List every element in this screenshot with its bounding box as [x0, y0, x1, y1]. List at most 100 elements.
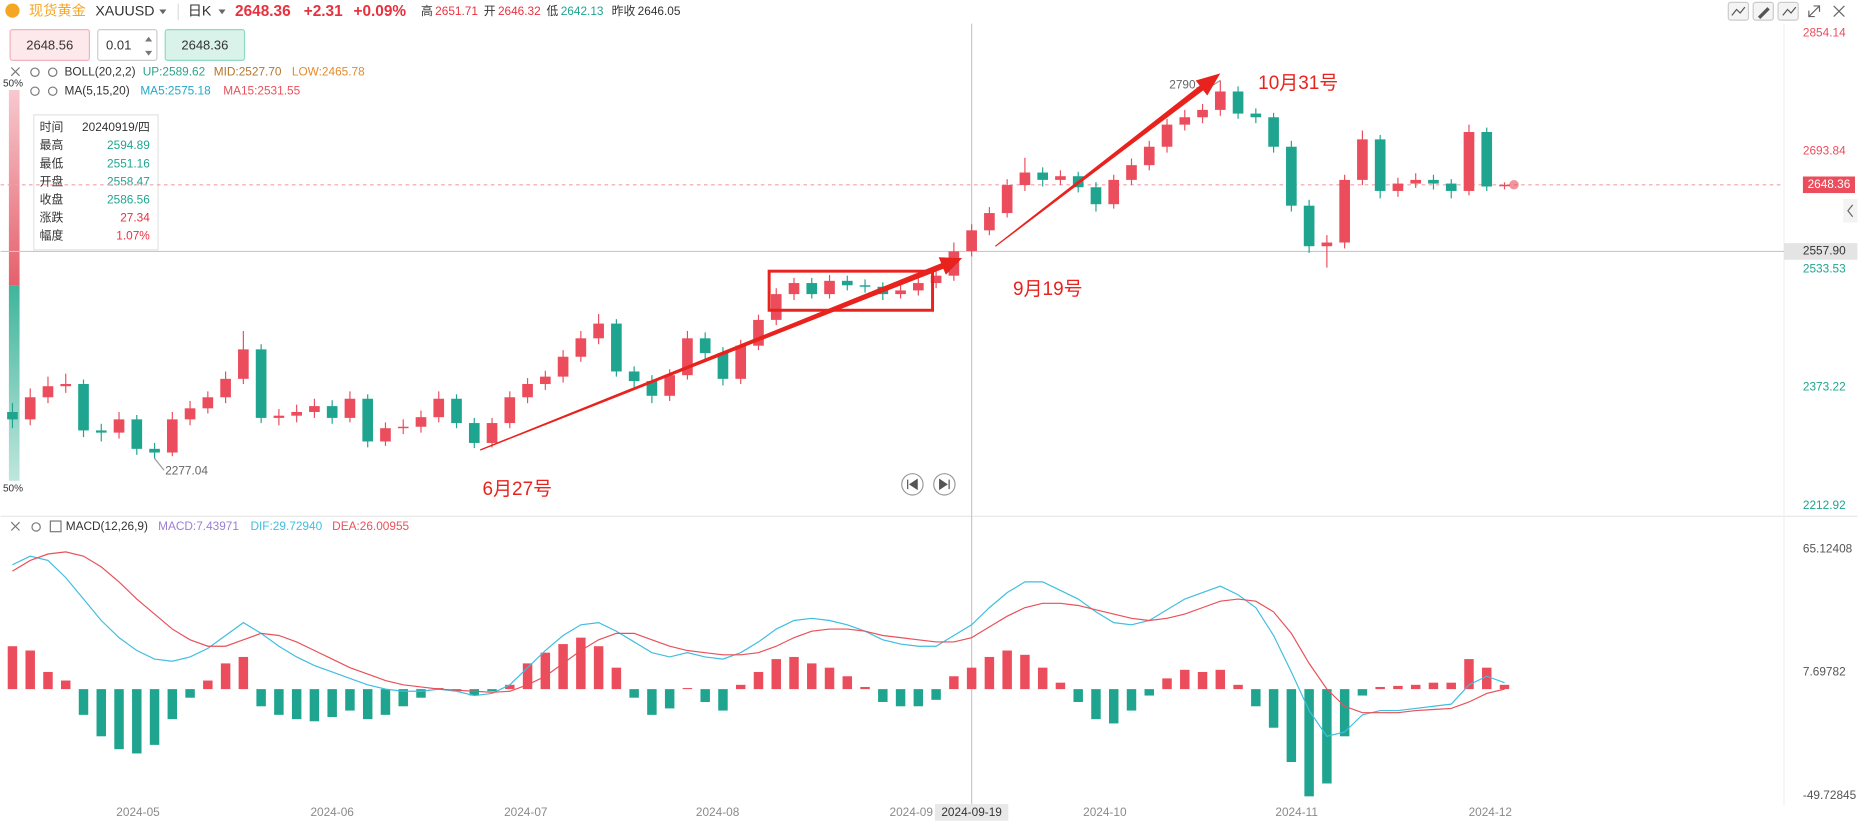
candle-body — [24, 397, 36, 420]
candle-body — [646, 381, 658, 396]
tool-icon — [1782, 6, 1797, 16]
lot-value: 0.01 — [106, 38, 131, 53]
candle-body — [1392, 183, 1404, 191]
macd-bar — [629, 689, 639, 698]
candle-body — [557, 356, 569, 377]
candle-body — [1339, 179, 1350, 243]
open-value: 2646.32 — [498, 4, 541, 18]
tooltip-value: 1.07% — [116, 229, 150, 243]
prev-icon — [907, 478, 918, 491]
macd-bar — [167, 689, 178, 720]
tool-icon — [1757, 7, 1770, 19]
y-tick-label: 2854.14 — [1803, 25, 1846, 39]
tooltip-value: 20240919/四 — [82, 120, 150, 134]
macd-bar — [771, 659, 781, 690]
annotations: 6月27号 9月19号 10月31号 — [479, 73, 1338, 500]
period[interactable]: 日K — [188, 4, 212, 20]
settings-icon[interactable] — [30, 67, 40, 77]
spinner[interactable] — [145, 36, 153, 56]
lot-input[interactable] — [97, 29, 158, 61]
dropdown-icon[interactable] — [218, 9, 226, 15]
candle-body — [1410, 179, 1422, 184]
candle-body — [1499, 184, 1510, 187]
expand-button[interactable] — [1808, 5, 1821, 18]
macd-legend-item: DEA:26.00955 — [332, 519, 409, 533]
candle-body — [433, 398, 445, 418]
macd-bar — [220, 663, 231, 690]
close-icon[interactable] — [10, 521, 20, 531]
crosshair-date: 2024-09-19 — [941, 805, 1002, 819]
candle-body — [1197, 109, 1208, 118]
add-icon[interactable] — [49, 520, 62, 533]
macd-bar — [576, 637, 586, 690]
candle-body — [1108, 179, 1120, 205]
tooltip-value: 27.34 — [120, 211, 150, 225]
candle-body — [1055, 176, 1066, 180]
settings-icon[interactable] — [30, 86, 40, 96]
macd-bar — [611, 667, 622, 690]
candle-body — [415, 417, 427, 427]
macd-bar — [895, 689, 906, 707]
macd-bar — [1055, 682, 1066, 690]
candle-body — [1428, 179, 1439, 184]
last-price-glow — [1509, 180, 1519, 190]
macd-bar — [1126, 689, 1137, 711]
macd-bar — [256, 689, 266, 707]
macd-bar — [61, 680, 71, 690]
candle-body — [220, 378, 231, 398]
candle-body — [1232, 91, 1244, 114]
candle-body — [291, 412, 302, 416]
macd-bar — [43, 671, 53, 690]
symbol-code[interactable]: XAUUSD — [95, 4, 154, 20]
macd-bar — [238, 656, 249, 690]
candle-body — [539, 376, 551, 385]
tooltip-label: 收盘 — [40, 192, 64, 206]
macd-bar — [345, 689, 355, 711]
macd-bar — [380, 689, 391, 715]
macd-bar — [1144, 689, 1154, 696]
tool-button[interactable] — [1777, 1, 1799, 21]
macd-bar — [931, 689, 941, 700]
candle-body — [60, 384, 72, 387]
side-tab[interactable] — [1843, 198, 1858, 223]
sell-button[interactable] — [9, 29, 91, 61]
high-marker — [1212, 79, 1221, 86]
candle-body — [1126, 165, 1137, 180]
gauge-bottom — [8, 285, 20, 481]
playback-controls — [901, 473, 956, 496]
macd-bar — [1020, 654, 1030, 690]
macd-bar — [327, 689, 337, 717]
settings-icon[interactable] — [31, 522, 41, 532]
buy-button[interactable] — [164, 29, 246, 61]
visibility-icon[interactable] — [47, 67, 58, 77]
candle-body — [1019, 172, 1031, 186]
macd-legend-item: MACD:7.43971 — [158, 519, 239, 533]
boll-mid: MID:2527.70 — [214, 64, 282, 78]
close-button[interactable] — [1833, 5, 1845, 17]
high-value: 2651.71 — [435, 4, 478, 18]
candle-body — [966, 230, 977, 252]
symbol-name[interactable]: 现货黄金 — [29, 3, 86, 20]
candle-body — [309, 406, 320, 413]
candle-body — [184, 408, 196, 420]
gauge: 50% 50% — [3, 79, 23, 495]
high-label: 高 — [421, 4, 433, 18]
visibility-icon[interactable] — [47, 86, 58, 96]
candle-body — [611, 323, 622, 372]
tool-icon — [1731, 6, 1746, 16]
macd-bar — [1180, 669, 1190, 690]
candle-body — [7, 412, 18, 420]
candle-body — [1268, 117, 1279, 147]
candle-body — [380, 428, 391, 442]
candle-body — [682, 338, 693, 376]
close-icon[interactable] — [10, 67, 20, 77]
tooltip-label: 涨跌 — [40, 211, 64, 225]
dropdown-icon[interactable] — [159, 9, 167, 15]
candle-body — [913, 283, 924, 291]
macd-bar — [7, 646, 18, 690]
macd-bar — [132, 689, 142, 754]
tooltip-label: 幅度 — [40, 229, 64, 243]
candle-body — [202, 397, 214, 409]
gauge-label: 50% — [3, 79, 23, 90]
